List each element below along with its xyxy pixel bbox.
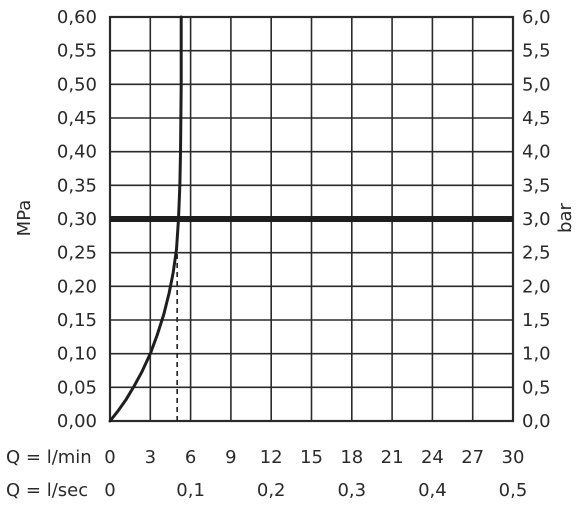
left-tick-label: 0,50 — [57, 74, 97, 95]
left-tick-label: 0,55 — [57, 41, 97, 62]
left-tick-label: 0,15 — [57, 310, 97, 331]
left-tick-label: 0,35 — [57, 175, 97, 196]
x-tick-label-lmin: 21 — [381, 447, 404, 468]
x-axis-lmin-ticks: 0 3 6 9 12 15 18 21 24 27 30 — [104, 447, 524, 468]
x-axis-lmin-label: Q = l/min — [6, 447, 92, 468]
right-tick-label: 6,0 — [522, 7, 551, 28]
x-tick-label-lmin: 27 — [461, 447, 484, 468]
left-tick-label: 0,10 — [57, 344, 97, 365]
x-tick-label-lmin: 24 — [421, 447, 444, 468]
right-tick-label: 4,0 — [522, 142, 551, 163]
right-tick-label: 0,5 — [522, 377, 551, 398]
x-tick-label-lsec: 0 — [104, 480, 115, 501]
right-tick-label: 5,0 — [522, 74, 551, 95]
x-tick-label-lmin: 12 — [260, 447, 283, 468]
right-tick-label: 3,0 — [522, 209, 551, 230]
left-tick-label: 0,00 — [57, 411, 97, 432]
x-tick-label-lmin: 30 — [502, 447, 525, 468]
right-tick-label: 5,5 — [522, 41, 551, 62]
left-tick-label: 0,60 — [57, 7, 97, 28]
x-tick-label-lmin: 9 — [225, 447, 236, 468]
right-tick-label: 1,5 — [522, 310, 551, 331]
right-tick-label: 1,0 — [522, 344, 551, 365]
x-tick-label-lsec: 0,2 — [257, 480, 286, 501]
left-tick-label: 0,25 — [57, 243, 97, 264]
x-tick-label-lsec: 0,5 — [499, 480, 528, 501]
left-tick-label: 0,30 — [57, 209, 97, 230]
x-axis-lsec-label: Q = l/sec — [6, 480, 88, 501]
x-tick-label-lmin: 3 — [145, 447, 156, 468]
right-tick-label: 4,5 — [522, 108, 551, 129]
right-tick-label: 2,5 — [522, 243, 551, 264]
left-axis-title: MPa — [14, 200, 35, 237]
x-tick-label-lmin: 0 — [104, 447, 115, 468]
x-tick-label-lsec: 0,4 — [418, 480, 447, 501]
left-tick-label: 0,45 — [57, 108, 97, 129]
right-axis-title: bar — [555, 202, 576, 232]
x-tick-label-lsec: 0,3 — [337, 480, 366, 501]
left-tick-label: 0,05 — [57, 377, 97, 398]
right-axis-ticks: 0,0 0,5 1,0 1,5 2,0 2,5 3,0 3,5 4,0 4,5 5,0 5,5 6,0 — [522, 7, 551, 432]
left-axis-ticks: 0,00 0,05 0,10 0,15 0,20 0,25 0,30 0,35 0,40 0,45… — [57, 7, 97, 432]
flow-pressure-curve — [108, 15, 183, 423]
right-tick-label: 2,0 — [522, 276, 551, 297]
right-tick-label: 0,0 — [522, 411, 551, 432]
series-layer — [108, 15, 513, 423]
right-tick-label: 3,5 — [522, 175, 551, 196]
x-tick-label-lmin: 15 — [300, 447, 323, 468]
left-tick-label: 0,40 — [57, 142, 97, 163]
x-tick-label-lmin: 6 — [185, 447, 196, 468]
x-tick-label-lsec: 0,1 — [176, 480, 205, 501]
x-tick-label-lmin: 18 — [340, 447, 363, 468]
x-axis-lsec-ticks: 0 0,1 0,2 0,3 0,4 0,5 — [104, 480, 527, 501]
left-tick-label: 0,20 — [57, 276, 97, 297]
